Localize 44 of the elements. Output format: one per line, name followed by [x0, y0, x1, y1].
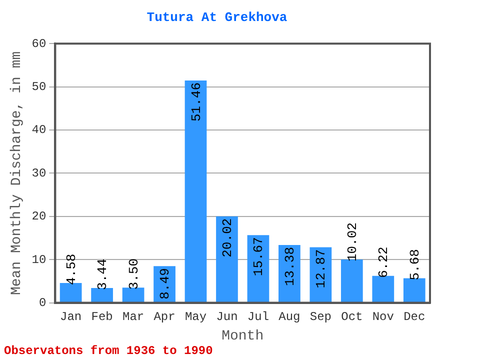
bar	[91, 288, 113, 302]
x-tick-label: Feb	[91, 310, 113, 324]
x-tick-label: Jan	[60, 310, 82, 324]
bar	[372, 276, 394, 302]
x-axis-title: Month	[222, 328, 264, 344]
y-tick-label: 60	[32, 36, 46, 51]
bar	[60, 283, 82, 302]
data-label: 5.68	[407, 249, 422, 280]
bar	[122, 288, 144, 302]
y-tick-label: 50	[32, 80, 46, 94]
data-label: 15.67	[251, 237, 266, 276]
x-tick-label: Jun	[216, 310, 238, 324]
x-tick-label: Mar	[122, 310, 144, 324]
data-label: 8.49	[158, 268, 173, 300]
x-tick-label: Dec	[404, 310, 426, 324]
data-label: 3.50	[126, 258, 142, 290]
y-tick-label: 0	[39, 296, 46, 310]
y-tick-label: 20	[32, 210, 46, 224]
y-tick-label: 40	[32, 123, 46, 138]
text: Observatons from 1936 to 1990	[4, 344, 213, 358]
y-tick-label: 10	[32, 252, 46, 267]
y-axis-title: Mean Monthly Discharge, in mm	[9, 51, 26, 296]
data-label: 13.38	[282, 246, 298, 286]
data-label: 3.44	[95, 258, 110, 290]
x-tick-label: Apr	[154, 310, 176, 324]
data-label: 51.46	[188, 82, 204, 122]
bar	[216, 216, 238, 302]
bar	[403, 278, 426, 302]
x-tick-label: Sep	[310, 310, 332, 324]
bar	[340, 260, 363, 302]
x-tick-label: Jul	[247, 310, 270, 324]
chart-title: Tutura At Grekhova	[146, 10, 288, 26]
x-tick-label: Aug	[278, 310, 300, 324]
y-tick-label: 30	[32, 166, 46, 180]
bar	[184, 80, 207, 302]
data-label: 4.58	[64, 254, 79, 286]
x-tick-label: May	[184, 310, 207, 324]
data-label: 10.02	[344, 222, 360, 262]
x-tick-label: Oct	[341, 310, 363, 324]
bar	[247, 235, 270, 302]
data-label: 6.22	[376, 246, 392, 278]
x-tick-label: Nov	[372, 310, 394, 324]
data-label: 12.87	[314, 249, 329, 288]
data-label: 20.02	[220, 218, 235, 258]
